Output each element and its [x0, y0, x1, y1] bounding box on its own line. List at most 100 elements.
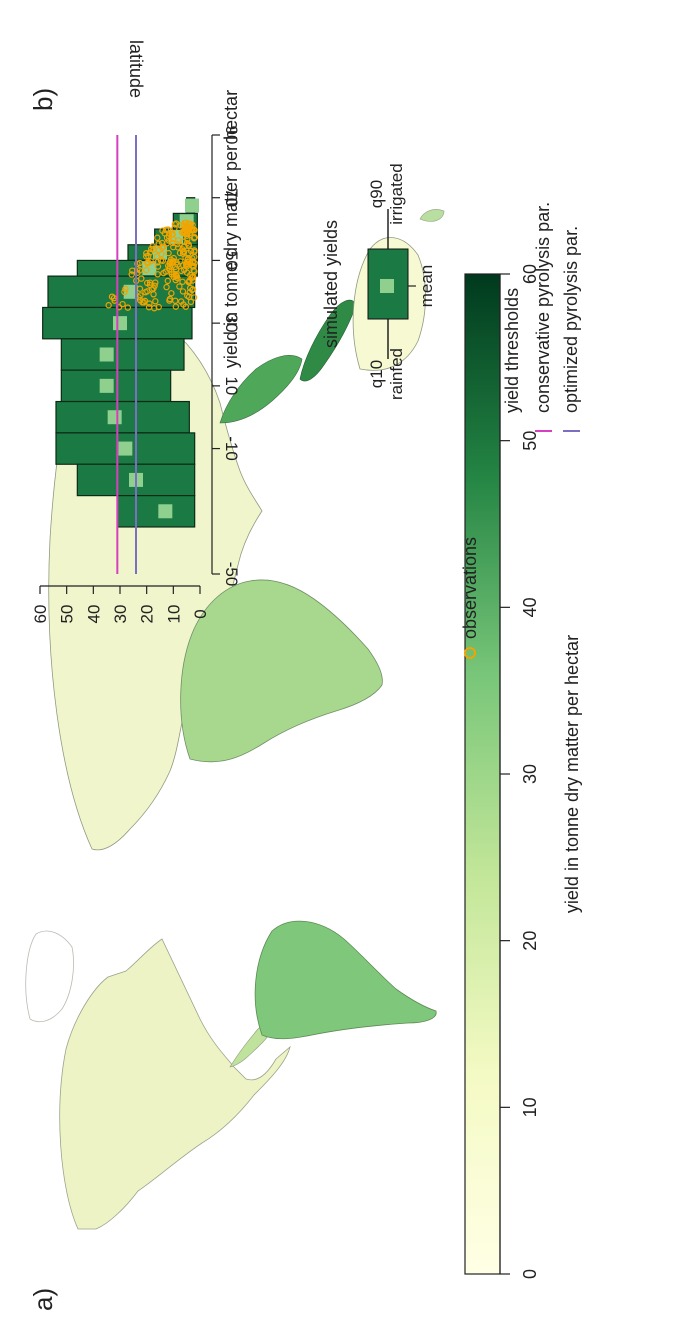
map-greenland — [25, 930, 74, 1023]
observation-point — [143, 266, 150, 274]
observation-point — [152, 298, 159, 305]
observation-point — [145, 304, 153, 311]
y-axis-label: latitude — [126, 40, 146, 98]
observation-point — [180, 261, 187, 269]
observation-point — [191, 234, 198, 241]
observation-point — [169, 231, 176, 238]
latitude-bin-box — [60, 338, 185, 371]
observation-point — [179, 278, 186, 285]
legend-q10: q10 — [367, 360, 386, 388]
observation-point — [148, 245, 155, 253]
observation-point — [163, 234, 171, 241]
observation-point — [179, 246, 186, 253]
observation-point — [171, 221, 179, 228]
observation-point — [183, 260, 190, 267]
observation-point — [166, 265, 173, 273]
observation-point — [174, 274, 181, 282]
observation-point — [105, 302, 112, 309]
observation-point — [166, 295, 174, 303]
y-axis-tick-label: 10 — [222, 376, 241, 395]
x-axis-tick-label: 0 — [191, 609, 210, 618]
observation-point — [176, 283, 183, 290]
y-axis-tick-label: 90 — [222, 126, 241, 145]
y-axis-tick-label: -50 — [222, 562, 241, 587]
observation-point — [155, 240, 162, 247]
observation-point — [154, 263, 162, 270]
observation-point — [160, 243, 167, 250]
observation-point — [182, 254, 189, 261]
legend-observation-marker — [464, 647, 476, 659]
observation-point — [163, 283, 170, 291]
observation-point — [165, 249, 172, 257]
observation-point — [170, 243, 177, 251]
legend-mean-marker — [380, 279, 394, 293]
latitude-bin-mean — [107, 410, 122, 425]
latitude-bin-mean — [118, 441, 133, 456]
observation-point — [160, 269, 167, 277]
observation-point — [180, 301, 187, 308]
color-ramp-title: yield in tonne dry matter per hectar — [562, 635, 582, 913]
latitude-bin-mean — [185, 198, 199, 213]
color-ramp-bar — [464, 273, 501, 1275]
latitude-bin-box — [55, 400, 190, 434]
x-axis-label: yield in tonne dry matter per hectar — [221, 90, 241, 368]
observation-point — [187, 271, 194, 279]
map-color-legend: 0 10 20 30 40 50 60 yield in tonne dry matter … — [464, 264, 582, 1279]
color-ramp-tick-label: 50 — [520, 431, 540, 451]
latitude-bin-mean — [158, 504, 173, 519]
x-axis-tick-label: 30 — [111, 605, 130, 624]
observation-point — [189, 226, 196, 234]
observation-point — [190, 294, 198, 301]
observation-point — [187, 247, 195, 255]
latitude-yield-chart: 0 10 20 30 40 50 60 90 70 50 30 10 -10 -50 yield in … — [31, 40, 241, 623]
observation-point — [144, 260, 151, 267]
x-axis-tick-label: 50 — [58, 605, 77, 624]
observation-point — [187, 298, 195, 306]
observation-point — [190, 267, 197, 274]
x-axis-tick-label: 60 — [31, 605, 50, 624]
observation-point — [179, 288, 187, 295]
color-ramp-tick-label: 0 — [520, 1269, 540, 1279]
legend-mean: mean — [417, 265, 436, 308]
color-ramp-tick-label: 30 — [520, 764, 540, 784]
observation-point — [164, 277, 171, 285]
observation-point — [184, 292, 191, 299]
legend-optimized: optimized pyrolysis par. — [561, 226, 581, 413]
observation-point — [134, 269, 141, 277]
latitude-bin-mean — [113, 316, 127, 331]
map-south-america — [254, 920, 437, 1040]
observation-point — [191, 259, 198, 267]
observation-point — [180, 227, 188, 235]
x-axis-tick-label: 20 — [138, 605, 157, 624]
y-axis: 90 70 50 30 10 -10 -50 — [211, 126, 241, 587]
observation-point — [168, 290, 175, 297]
latitude-bin-mean — [99, 347, 114, 362]
observation-point — [150, 291, 157, 298]
observation-point — [122, 285, 129, 293]
legend-simulated-title: simulated yields — [321, 220, 341, 348]
latitude-bin-mean — [123, 284, 138, 299]
panel-a-label: a) — [28, 1288, 58, 1311]
observation-point — [143, 250, 150, 257]
observation-point — [151, 282, 158, 289]
latitude-bin-box — [116, 495, 196, 528]
threshold-lines — [116, 135, 137, 574]
observation-point — [171, 224, 178, 232]
observation-point — [172, 303, 180, 310]
x-axis-tick-label: 10 — [164, 605, 183, 624]
map-north-america — [59, 938, 291, 1230]
observation-point — [168, 259, 176, 267]
observation-point — [146, 279, 154, 286]
y-axis-tick-label: 50 — [222, 251, 241, 270]
observation-point — [136, 285, 144, 292]
observation-point — [172, 297, 179, 304]
x-axis-tick-label: 40 — [84, 605, 103, 624]
observation-point — [185, 279, 192, 286]
legend-q90: q90 — [367, 180, 386, 208]
observation-point — [121, 288, 128, 296]
color-ramp-tick-label: 40 — [520, 597, 540, 617]
legend-irrigated: irrigated — [387, 163, 406, 224]
observation-point — [108, 293, 116, 300]
observation-point — [134, 265, 141, 273]
observation-point — [154, 271, 161, 278]
